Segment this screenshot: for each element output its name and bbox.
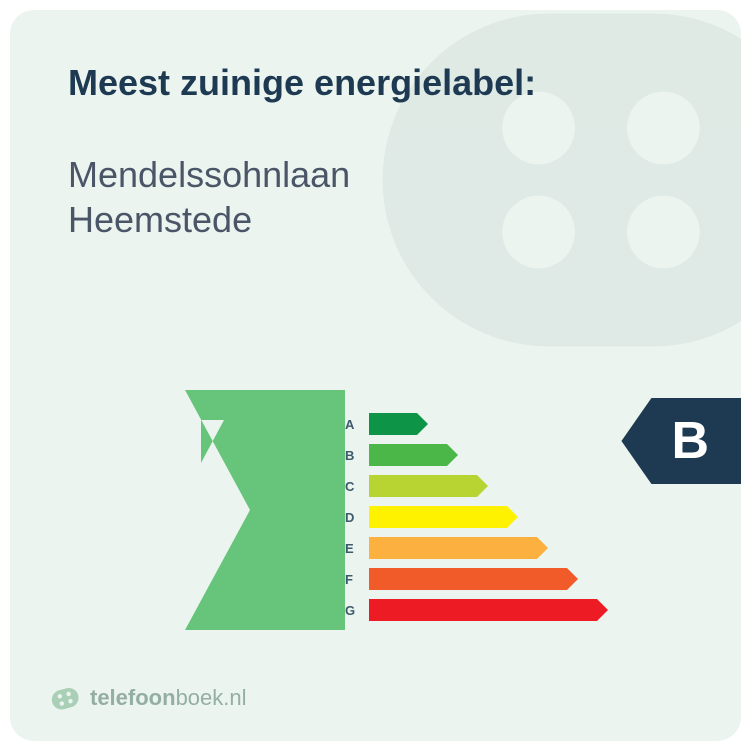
- subtitle-line1: Mendelssohnlaan: [68, 154, 350, 195]
- energy-bar-shape: [369, 599, 597, 621]
- energy-bar-shape: [369, 506, 507, 528]
- energy-bar-shape: [369, 537, 537, 559]
- card-subtitle: Mendelssohnlaan Heemstede: [68, 152, 683, 242]
- energy-bar-letter: C: [345, 479, 365, 494]
- energy-bar-row: A: [345, 410, 597, 438]
- brand-rest: boek.nl: [176, 685, 247, 710]
- brand-text: telefoonboek.nl: [90, 685, 247, 711]
- brand-icon: [47, 680, 84, 717]
- footer: telefoonboek.nl: [50, 683, 247, 713]
- energy-bar-row: D: [345, 503, 597, 531]
- energy-bar-letter: A: [345, 417, 365, 432]
- subtitle-line2: Heemstede: [68, 199, 252, 240]
- energy-bar-row: C: [345, 472, 597, 500]
- energy-bar-shape: [369, 568, 567, 590]
- energy-bars: A B C D E F G: [345, 410, 597, 627]
- energy-bar-shape: [369, 475, 477, 497]
- energy-bar-row: G: [345, 596, 597, 624]
- energy-bar-letter: F: [345, 572, 365, 587]
- energy-bar-letter: B: [345, 448, 365, 463]
- house-icon: [165, 390, 345, 630]
- energy-bar-row: F: [345, 565, 597, 593]
- energy-bar-shape: [369, 413, 417, 435]
- energy-bar-letter: G: [345, 603, 365, 618]
- energy-bar-row: E: [345, 534, 597, 562]
- energy-bar-letter: E: [345, 541, 365, 556]
- card-title: Meest zuinige energielabel:: [68, 62, 683, 104]
- energy-bar-letter: D: [345, 510, 365, 525]
- result-letter: B: [671, 411, 709, 471]
- energy-bar-shape: [369, 444, 447, 466]
- brand-bold: telefoon: [90, 685, 176, 710]
- energy-bar-row: B: [345, 441, 597, 469]
- energy-label-card: Meest zuinige energielabel: Mendelssohnl…: [10, 10, 741, 741]
